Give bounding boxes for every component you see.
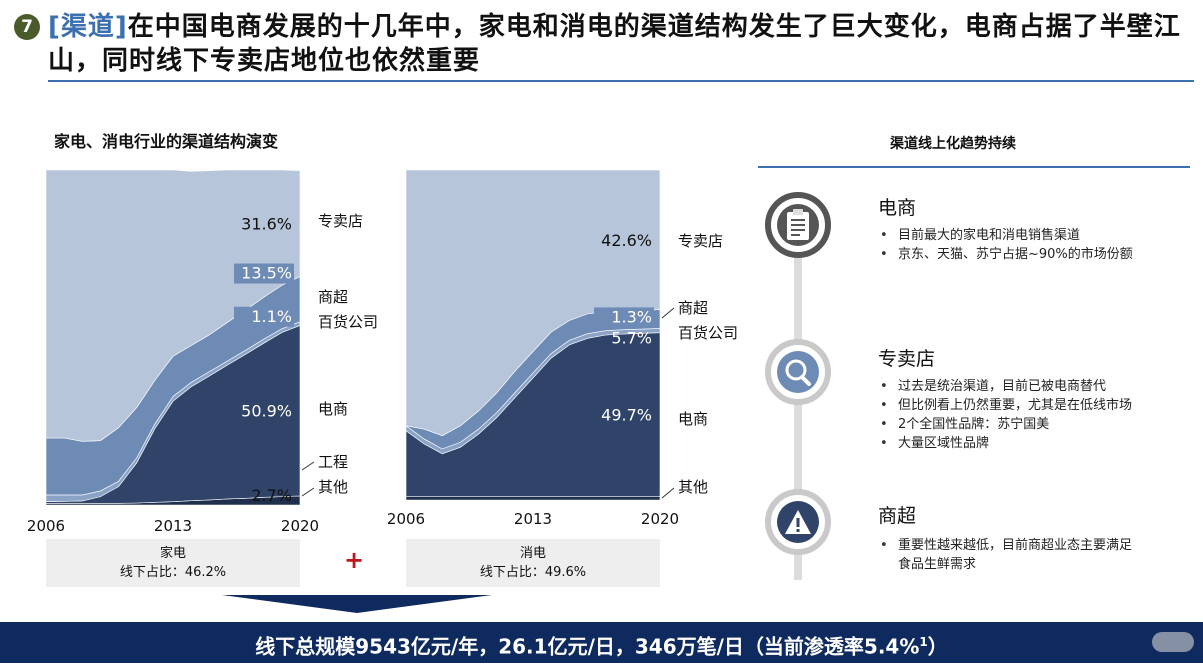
specialty-store-node [765,339,831,405]
bullet: 目前最大的家电和消电销售渠道 [878,226,1133,245]
data-label-商超: 5.7% [611,329,652,348]
caption-appliance-value: 线下占比：46.2% [119,565,227,580]
connector-line [661,487,675,499]
connector-line [301,487,315,497]
series-label-其他: 其他 [678,478,708,496]
series-label-百货公司: 百货公司 [678,324,738,342]
supermarket-node [765,489,831,555]
bullet: 过去是统治渠道，目前已被电商替代 [878,377,1132,396]
title-divider [48,80,1194,82]
footer-banner: 线下总规模9543亿元/年，26.1亿元/日，346万笔/日（当前渗透率5.4%… [0,622,1203,663]
plus-sign: + [344,546,365,574]
label-box [594,307,654,328]
right-panel-heading: 渠道线上化趋势持续 [890,136,1016,152]
down-arrow-icon [222,595,492,613]
ecommerce-bullets: 目前最大的家电和消电销售渠道 京东、天猫、苏宁占据~90%的市场份额 [878,226,1133,264]
series-label-专卖店: 专卖店 [318,212,363,230]
label-box [234,306,294,327]
ecommerce-node [765,192,831,258]
caption-appliance-title: 家电 [159,546,186,561]
section-title-supermarket: 商超 [878,505,917,527]
watermark-badge [1152,632,1194,652]
section-title-ecommerce: 电商 [878,197,917,219]
clipboard-icon [787,209,809,240]
series-label-百货公司: 百货公司 [318,313,378,331]
right-panel-divider [758,166,1190,168]
page-title: [渠道]在中国电商发展的十几年中，家电和消电的渠道结构发生了巨大变化，电商占据了… [48,10,1188,78]
series-label-商超: 商超 [678,299,708,317]
area-专卖店 [45,169,301,442]
section-number-badge: 7 [14,14,40,40]
area-charts: 2006 2013 2020 31.6% 13.5% 1.1% 50.9% 2.7% 专卖店商超… [27,169,738,535]
bullet: 京东、天猫、苏宁占据~90%的市场份额 [878,245,1133,264]
data-label-百货公司: 1.1% [251,307,292,326]
footer-footnote-mark: 1 [919,635,928,649]
chart-heading: 家电、消电行业的渠道结构演变 [54,132,279,151]
data-label-专卖店: 31.6% [241,215,292,234]
series-label-其他: 其他 [318,478,348,496]
area-其他 [405,496,661,501]
x-tick-label: 2013 [514,510,552,528]
data-label-电商: 49.7% [601,406,652,425]
connector-line [661,307,675,319]
connector-line [301,461,315,471]
series-label-电商: 电商 [678,410,708,428]
bullet: 重要性越来越低，目前商超业态主要满足 [878,536,1132,555]
bullet: 但比例看上仍然重要，尤其是在低线市场 [878,396,1132,415]
footer-text: 线下总规模9543亿元/年，26.1亿元/日，346万笔/日（当前渗透率5.4% [255,634,920,659]
bullet-continuation: 食品生鲜需求 [898,557,977,572]
x-tick-label: 2013 [154,517,192,535]
series-label-工程: 工程 [318,453,348,471]
data-label-百货公司: 1.3% [611,307,652,326]
series-label-专卖店: 专卖店 [678,232,723,250]
caption-ce-value: 线下占比：49.6% [479,565,587,580]
x-tick-label: 2006 [387,510,425,528]
area-专卖店 [405,169,661,436]
label-box [234,263,294,284]
footer-close: ） [927,634,948,659]
caption-consumer-electronics: 消电 线下占比：49.6% [406,539,660,587]
series-label-电商: 电商 [318,400,348,418]
data-label-商超: 13.5% [241,264,292,283]
x-tick-label: 2020 [641,510,679,528]
data-label-其他: 2.7% [251,486,292,505]
series-label-商超: 商超 [318,288,348,306]
magnifier-icon [785,359,811,386]
title-text: 在中国电商发展的十几年中，家电和消电的渠道结构发生了巨大变化，电商占据了半壁江山… [48,12,1181,76]
warning-icon [785,510,811,534]
bullet: 2个全国性品牌：苏宁国美 [878,415,1132,434]
x-tick-label: 2006 [27,517,65,535]
bullet: 大量区域性品牌 [878,434,1132,453]
supermarket-bullets: 重要性越来越低，目前商超业态主要满足 食品生鲜需求 [878,536,1132,574]
specialty-bullets: 过去是统治渠道，目前已被电商替代 但比例看上仍然重要，尤其是在低线市场 2个全国… [878,377,1132,453]
title-tag: [渠道] [48,12,128,42]
section-title-specialty: 专卖店 [878,348,936,370]
data-label-专卖店: 42.6% [601,231,652,250]
data-label-电商: 50.9% [241,402,292,421]
x-tick-label: 2020 [281,517,319,535]
caption-appliance: 家电 线下占比：46.2% [46,539,300,587]
caption-ce-title: 消电 [519,546,546,561]
